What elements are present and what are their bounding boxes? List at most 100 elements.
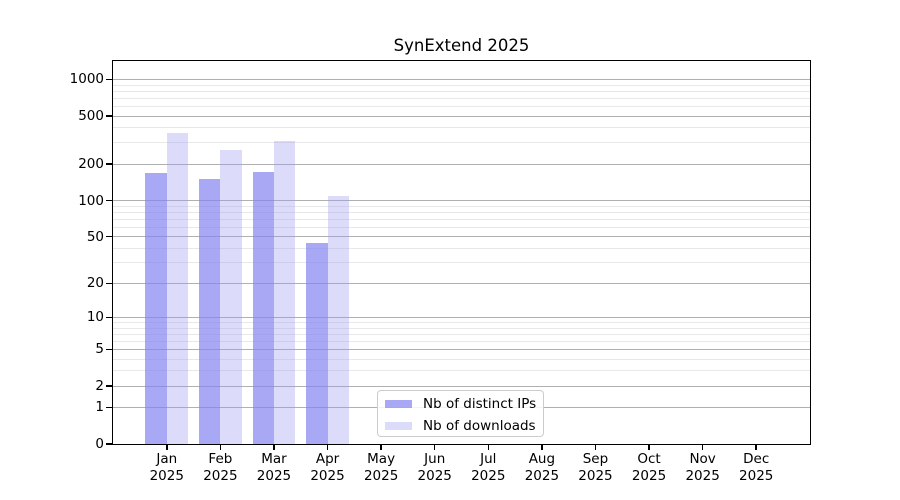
- x-tick-year: 2025: [578, 468, 613, 484]
- gridline-minor: [113, 218, 810, 220]
- gridline-minor: [113, 247, 810, 249]
- x-tick-year: 2025: [739, 468, 774, 484]
- x-tick-month: Dec: [743, 451, 770, 467]
- x-tick-mark: [755, 445, 757, 450]
- x-tick-mark: [380, 445, 382, 450]
- y-tick-mark: [106, 78, 112, 81]
- x-tick-year: 2025: [363, 468, 399, 484]
- x-tick-year: 2025: [256, 468, 292, 484]
- bar-nb-of-distinct-ips-apr-2025: [306, 243, 328, 444]
- x-tick-month: Jul: [480, 451, 497, 467]
- y-tick-mark: [106, 385, 112, 387]
- bar-nb-of-downloads-feb-2025: [220, 150, 242, 444]
- x-tick-label: Oct 2025: [617, 451, 681, 485]
- gridline-major: [113, 282, 810, 284]
- x-tick-month: Apr: [315, 451, 340, 467]
- legend-item: Nb of downloads: [385, 415, 543, 436]
- y-tick-mark: [106, 115, 112, 117]
- x-tick-mark: [433, 445, 436, 450]
- gridline-minor: [113, 205, 810, 207]
- y-tick-mark: [106, 163, 112, 165]
- y-tick-label: 5: [95, 341, 104, 358]
- y-tick-label: 1000: [69, 71, 104, 88]
- legend-swatch-nb-of-downloads: [385, 421, 412, 430]
- legend-label: Nb of distinct IPs: [423, 395, 537, 412]
- gridline-minor: [113, 84, 810, 86]
- y-tick-label: 1: [95, 399, 104, 416]
- x-tick-label: May 2025: [349, 451, 413, 485]
- x-tick-label: Jul 2025: [456, 451, 520, 485]
- x-tick-mark: [219, 445, 222, 450]
- x-tick-year: 2025: [149, 468, 184, 484]
- legend-label: Nb of downloads: [423, 417, 536, 434]
- bar-nb-of-distinct-ips-mar-2025: [252, 171, 274, 444]
- gridline-major: [113, 115, 810, 117]
- gridline-minor: [113, 105, 810, 107]
- gridline-minor: [113, 226, 810, 228]
- gridline-minor: [113, 340, 810, 342]
- x-tick-year: 2025: [685, 468, 720, 484]
- gridline-major: [113, 236, 810, 238]
- y-tick-label: 10: [86, 309, 104, 326]
- gridline-major: [113, 200, 810, 201]
- x-tick-mark: [594, 445, 597, 450]
- y-tick-label: 0: [95, 436, 104, 452]
- x-tick-month: Nov: [689, 451, 716, 467]
- x-tick-label: Aug 2025: [510, 451, 574, 485]
- x-tick-label: Feb 2025: [188, 451, 252, 485]
- x-tick-mark: [166, 445, 168, 450]
- x-tick-label: Dec 2025: [724, 451, 788, 485]
- x-tick-mark: [541, 445, 543, 450]
- y-tick-mark: [106, 282, 112, 285]
- bar-nb-of-distinct-ips-jan-2025: [145, 173, 167, 444]
- x-tick-month: Oct: [637, 451, 661, 467]
- x-tick-month: May: [367, 451, 396, 467]
- y-tick-label: 500: [78, 108, 104, 124]
- gridline-minor: [113, 211, 810, 213]
- gridline-major: [113, 385, 810, 387]
- legend-swatch-nb-of-distinct-ips: [385, 399, 412, 408]
- bar-nb-of-downloads-apr-2025: [327, 196, 349, 444]
- legend-item: Nb of distinct IPs: [385, 393, 543, 414]
- x-tick-month: Mar: [261, 451, 287, 467]
- x-tick-year: 2025: [471, 468, 506, 484]
- plot-area: [113, 61, 810, 444]
- x-tick-year: 2025: [417, 468, 452, 484]
- y-tick-label: 100: [78, 192, 104, 209]
- bar-nb-of-downloads-mar-2025: [273, 141, 296, 444]
- x-tick-month: Jan: [156, 451, 178, 467]
- x-tick-label: Sep 2025: [563, 451, 627, 485]
- y-tick-label: 200: [78, 156, 104, 173]
- y-tick-mark: [106, 443, 112, 445]
- gridline-minor: [113, 90, 810, 92]
- x-tick-year: 2025: [631, 468, 667, 484]
- x-tick-month: Aug: [528, 451, 556, 467]
- gridline-major: [113, 163, 810, 165]
- gridline-minor: [113, 97, 810, 99]
- y-tick-mark: [106, 199, 112, 202]
- x-tick-mark: [701, 445, 704, 450]
- legend: Nb of distinct IPs Nb of downloads: [377, 390, 544, 437]
- gridline-major: [113, 316, 810, 318]
- chart-title: SynExtend 2025: [393, 36, 530, 55]
- y-tick-label: 50: [86, 228, 104, 245]
- y-tick-mark: [106, 406, 112, 409]
- gridline-minor: [113, 262, 810, 264]
- x-tick-mark: [487, 445, 490, 450]
- x-tick-mark: [326, 445, 329, 450]
- y-tick-label: 20: [86, 275, 104, 292]
- bar-nb-of-distinct-ips-feb-2025: [198, 179, 221, 444]
- x-tick-mark: [648, 445, 650, 450]
- gridline-minor: [113, 333, 810, 335]
- x-tick-month: Jun: [424, 451, 446, 467]
- x-tick-year: 2025: [203, 468, 238, 484]
- x-tick-year: 2025: [310, 468, 345, 484]
- gridline-minor: [113, 370, 810, 372]
- x-tick-label: Apr 2025: [296, 451, 360, 485]
- y-tick-label: 2: [95, 378, 104, 395]
- x-tick-month: Feb: [208, 451, 233, 467]
- x-tick-label: Mar 2025: [242, 451, 306, 485]
- y-tick-mark: [106, 316, 112, 319]
- bar-nb-of-downloads-jan-2025: [166, 133, 189, 444]
